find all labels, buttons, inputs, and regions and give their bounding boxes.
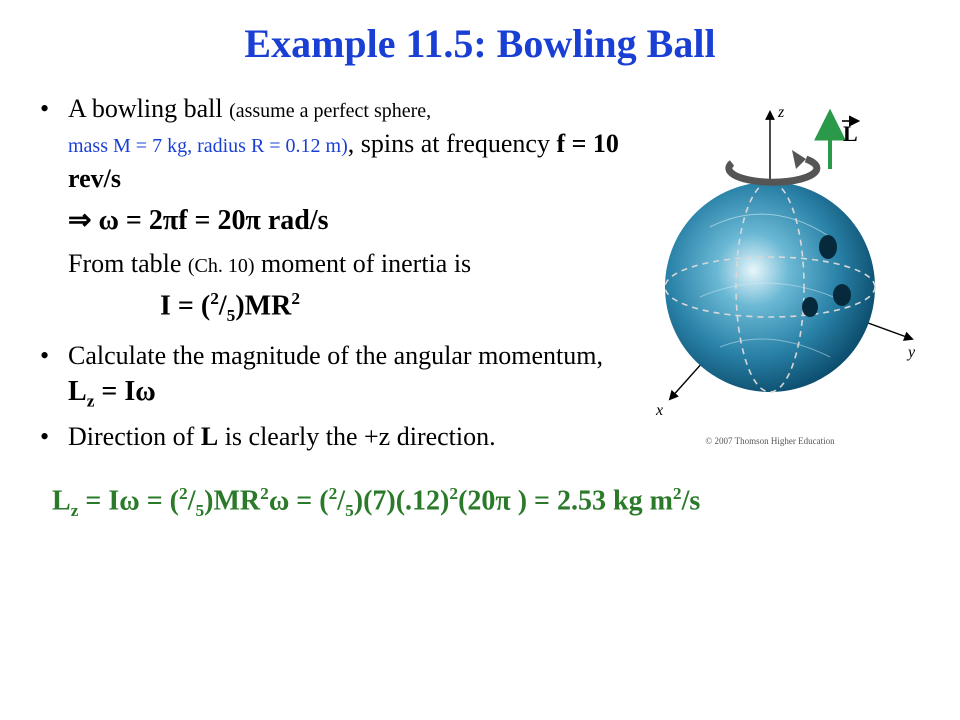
bullet-3: • Direction of L is clearly the +z direc… xyxy=(40,419,620,454)
r-p1: L xyxy=(52,485,71,516)
b1-text-b: (assume a perfect sphere, xyxy=(229,100,431,122)
content-row: • A bowling ball (assume a perfect spher… xyxy=(40,91,920,460)
omega-arrow: ⇒ xyxy=(68,205,91,236)
page-title: Example 11.5: Bowling Ball xyxy=(40,20,920,67)
lz: L xyxy=(68,376,87,407)
bullet-dot: • xyxy=(40,338,68,413)
b3-b: is clearly the +z direction. xyxy=(218,422,495,451)
l-vector-label: L xyxy=(843,121,858,146)
table-line: From table (Ch. 10) moment of inertia is xyxy=(68,246,620,281)
bullet-1: • A bowling ball (assume a perfect spher… xyxy=(40,91,620,196)
lz-eq: = Iω xyxy=(94,376,155,407)
b2-text: Calculate the magnitude of the angular m… xyxy=(68,341,603,370)
axis-z-label: z xyxy=(777,104,785,121)
r-p4: )MR xyxy=(204,485,260,516)
ieq-exp: 2 xyxy=(291,289,300,308)
ieq-num: 2 xyxy=(210,289,219,308)
r-p4s: 2 xyxy=(260,484,269,503)
table-b: (Ch. 10) xyxy=(188,255,255,277)
ieq-suf: )MR xyxy=(235,291,291,322)
r-p6d: 5 xyxy=(345,501,354,520)
b3-L: L xyxy=(201,422,218,451)
b1-text-c: mass M = 7 kg, radius R = 0.12 m) xyxy=(68,135,348,157)
r-p3d: 5 xyxy=(195,501,204,520)
r-p3n: 2 xyxy=(179,484,188,503)
figure-copyright: © 2007 Thomson Higher Education xyxy=(620,436,920,446)
b3-a: Direction of xyxy=(68,422,201,451)
axis-y-label: y xyxy=(906,344,916,361)
table-a: From table xyxy=(68,249,188,278)
ieq-a: I = ( xyxy=(160,291,210,322)
axis-x-label: x xyxy=(655,402,663,419)
omega-eq: ω = 2πf = 20π rad/s xyxy=(91,205,328,236)
inertia-eq: I = (2/5)MR2 xyxy=(160,287,620,327)
r-p7: )(7)(.12) xyxy=(354,485,450,516)
bullet-dot: • xyxy=(40,91,68,196)
r-p9: /s xyxy=(682,485,701,516)
r-p8: (20π ) = 2.53 kg m xyxy=(458,485,673,516)
figure: z y x L xyxy=(620,91,920,446)
ieq-sl: / xyxy=(219,291,227,322)
r-p6s: / xyxy=(337,485,345,516)
omega-line: ⇒ ω = 2πf = 20π rad/s xyxy=(68,202,620,240)
b1-text-d: , spins at frequency xyxy=(348,129,550,158)
bullet-2: • Calculate the magnitude of the angular… xyxy=(40,338,620,413)
r-p7s: 2 xyxy=(449,484,458,503)
r-p2: = Iω = ( xyxy=(78,485,179,516)
table-c: moment of inertia is xyxy=(255,249,472,278)
r-p6n: 2 xyxy=(329,484,338,503)
r-p5: ω = ( xyxy=(269,485,329,516)
sphere-diagram: z y x L xyxy=(620,97,920,427)
bullet-dot: • xyxy=(40,419,68,454)
b1-text-a: A bowling ball xyxy=(68,94,229,123)
r-p8s: 2 xyxy=(673,484,682,503)
result-equation: Lz = Iω = (2/5)MR2ω = (2/5)(7)(.12)2(20π… xyxy=(40,484,920,521)
text-column: • A bowling ball (assume a perfect spher… xyxy=(40,91,620,460)
